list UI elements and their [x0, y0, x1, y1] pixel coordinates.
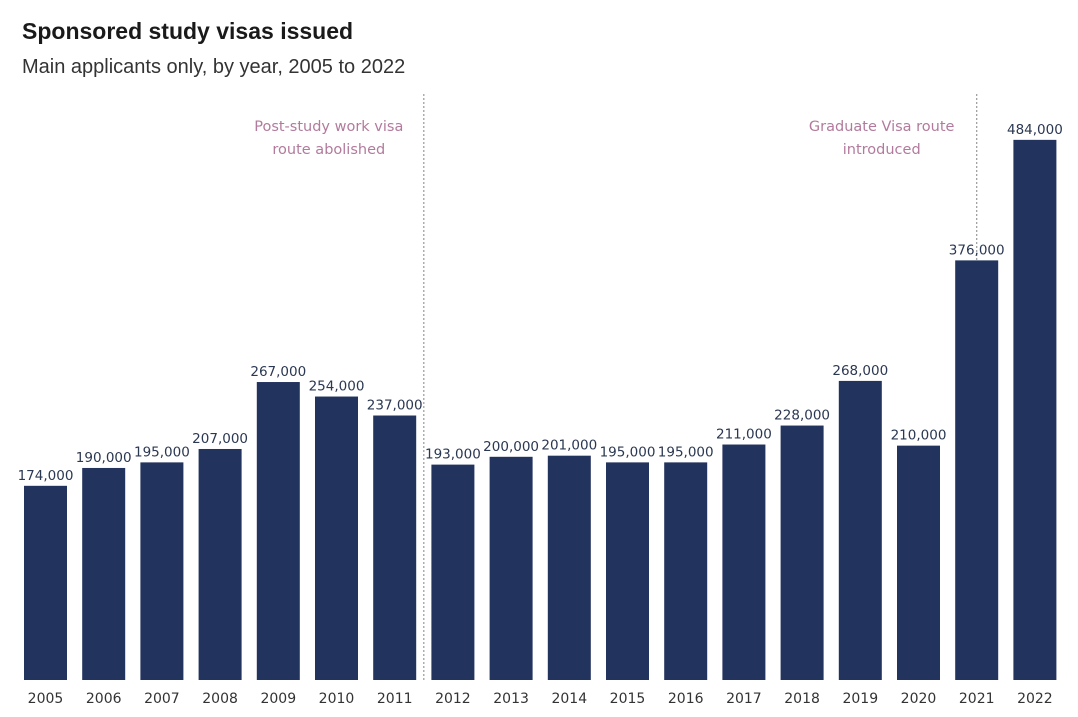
x-tick-label: 2018	[784, 691, 820, 707]
x-tick-label: 2013	[493, 691, 529, 707]
bar-value-label: 195,000	[600, 444, 656, 460]
chart-title: Sponsored study visas issued	[22, 18, 354, 44]
bar-value-label: 237,000	[367, 398, 423, 414]
bar-2014	[547, 455, 591, 680]
x-tick-label: 2012	[435, 691, 471, 707]
bar-2015	[606, 462, 649, 680]
reference-line-annotation: Graduate Visa route	[809, 119, 955, 135]
reference-line-annotation: Post-study work visa	[254, 119, 403, 135]
bar-value-label: 267,000	[250, 364, 306, 380]
bar-2005	[24, 485, 67, 680]
x-tick-label: 2016	[668, 691, 704, 707]
bar-value-label: 174,000	[18, 468, 74, 484]
bar-2013	[489, 456, 533, 680]
reference-line-annotation: introduced	[843, 142, 921, 158]
x-tick-label: 2011	[377, 691, 413, 707]
bar-2008	[198, 448, 242, 680]
x-tick-label: 2008	[202, 691, 238, 707]
x-tick-label: 2014	[551, 691, 587, 707]
bar-value-label: 376,000	[949, 242, 1005, 258]
x-tick-label: 2005	[28, 691, 64, 707]
chart-subtitle: Main applicants only, by year, 2005 to 2…	[22, 56, 406, 78]
bar-value-label: 211,000	[716, 427, 772, 443]
bar-value-label: 268,000	[832, 363, 888, 379]
bar-value-label: 193,000	[425, 447, 481, 463]
bar-2010	[315, 396, 358, 680]
x-tick-label: 2006	[86, 691, 122, 707]
bar-2022	[1013, 139, 1057, 680]
x-tick-label: 2019	[842, 691, 878, 707]
bar-2011	[373, 415, 417, 680]
bar-value-label: 201,000	[541, 438, 597, 454]
bar-2007	[140, 462, 184, 680]
bar-2009	[256, 382, 300, 680]
bar-2018	[780, 425, 824, 680]
bar-value-label: 195,000	[134, 444, 190, 460]
bar-value-label: 207,000	[192, 431, 248, 447]
bar-value-label: 484,000	[1007, 122, 1063, 138]
x-tick-label: 2021	[959, 691, 995, 707]
x-tick-label: 2015	[610, 691, 646, 707]
bar-value-label: 200,000	[483, 439, 539, 455]
bar-2006	[82, 467, 126, 680]
x-tick-label: 2007	[144, 691, 180, 707]
x-tick-label: 2020	[901, 691, 937, 707]
x-tick-label: 2009	[260, 691, 296, 707]
bar-2019	[838, 380, 882, 680]
x-tick-label: 2017	[726, 691, 762, 707]
reference-line-annotation: route abolished	[272, 142, 385, 158]
bar-value-label: 195,000	[658, 444, 714, 460]
bar-value-label: 254,000	[309, 379, 365, 395]
bar-value-label: 228,000	[774, 408, 830, 424]
x-tick-label: 2010	[319, 691, 355, 707]
bar-2017	[722, 444, 766, 680]
bar-value-label: 190,000	[76, 450, 132, 466]
bar-2021	[955, 260, 999, 680]
bar-value-label: 210,000	[891, 428, 947, 444]
bar-2012	[431, 464, 475, 680]
bar-2016	[664, 462, 708, 680]
bar-2020	[897, 445, 940, 680]
x-tick-label: 2022	[1017, 691, 1053, 707]
